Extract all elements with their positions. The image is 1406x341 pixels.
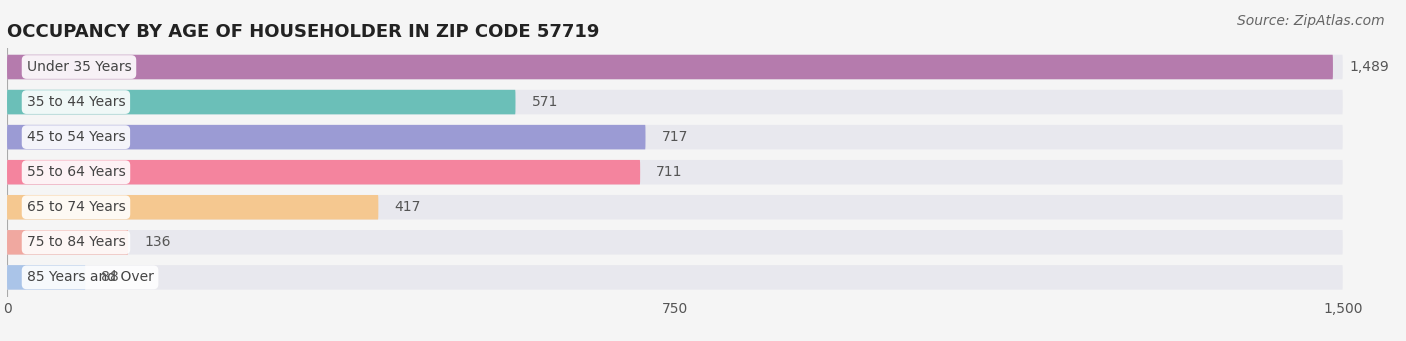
FancyBboxPatch shape xyxy=(7,55,1343,79)
FancyBboxPatch shape xyxy=(7,55,1333,79)
Text: 55 to 64 Years: 55 to 64 Years xyxy=(27,165,125,179)
Text: 1,489: 1,489 xyxy=(1348,60,1389,74)
FancyBboxPatch shape xyxy=(7,195,378,220)
Text: 571: 571 xyxy=(531,95,558,109)
FancyBboxPatch shape xyxy=(7,230,128,255)
FancyBboxPatch shape xyxy=(7,90,1343,114)
FancyBboxPatch shape xyxy=(7,265,1343,290)
Text: 65 to 74 Years: 65 to 74 Years xyxy=(27,200,125,214)
Text: 417: 417 xyxy=(394,200,420,214)
FancyBboxPatch shape xyxy=(7,160,1343,184)
Text: OCCUPANCY BY AGE OF HOUSEHOLDER IN ZIP CODE 57719: OCCUPANCY BY AGE OF HOUSEHOLDER IN ZIP C… xyxy=(7,23,599,41)
FancyBboxPatch shape xyxy=(7,230,1343,255)
Text: Under 35 Years: Under 35 Years xyxy=(27,60,131,74)
Text: 88: 88 xyxy=(101,270,120,284)
Text: 75 to 84 Years: 75 to 84 Years xyxy=(27,235,125,249)
Text: 35 to 44 Years: 35 to 44 Years xyxy=(27,95,125,109)
Text: 711: 711 xyxy=(657,165,683,179)
Text: 45 to 54 Years: 45 to 54 Years xyxy=(27,130,125,144)
Text: Source: ZipAtlas.com: Source: ZipAtlas.com xyxy=(1237,14,1385,28)
Text: 85 Years and Over: 85 Years and Over xyxy=(27,270,153,284)
FancyBboxPatch shape xyxy=(7,125,1343,149)
Text: 136: 136 xyxy=(145,235,170,249)
FancyBboxPatch shape xyxy=(7,125,645,149)
FancyBboxPatch shape xyxy=(7,160,640,184)
FancyBboxPatch shape xyxy=(7,195,1343,220)
FancyBboxPatch shape xyxy=(7,265,86,290)
FancyBboxPatch shape xyxy=(7,90,516,114)
Text: 717: 717 xyxy=(661,130,688,144)
